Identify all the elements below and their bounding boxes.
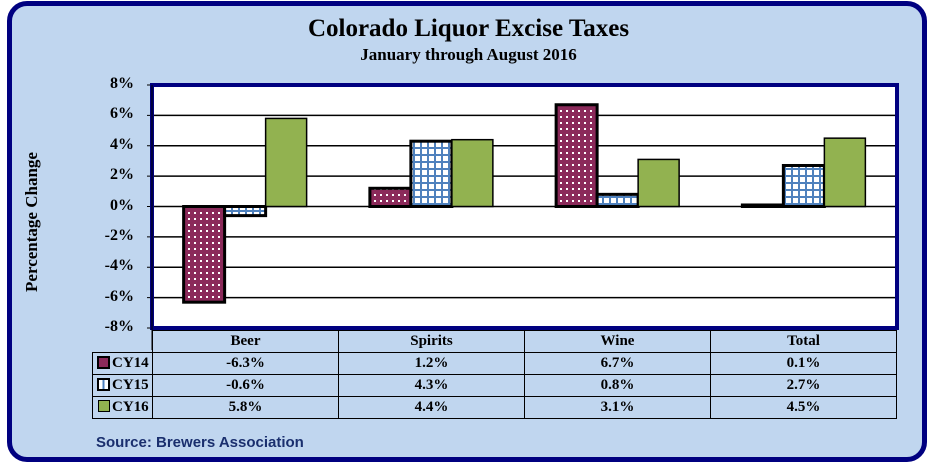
y-tick-label: -4% (104, 257, 134, 275)
legend-cy15: CY15 (92, 374, 153, 397)
table-cell: 4.5% (710, 396, 897, 419)
source-note: Source: Brewers Association (96, 434, 304, 451)
legend-swatch-cy14 (97, 355, 110, 369)
table-row: CY16 5.8% 4.4% 3.1% 4.5% (92, 396, 897, 419)
data-table: Beer Spirits Wine Total CY14 -6.3% 1.2% … (92, 330, 897, 419)
bar-cy16-spirits (451, 138, 494, 208)
bar-cy14-spirits (368, 186, 413, 208)
table-cell: 4.3% (338, 374, 525, 397)
bar-cy15-spirits (409, 139, 454, 209)
legend-cy16: CY16 (92, 396, 153, 419)
bar-cy16-beer (264, 117, 308, 208)
y-tick-label: 0% (110, 196, 134, 214)
legend-swatch-cy15 (97, 377, 110, 391)
legend-swatch-cy16 (98, 400, 110, 413)
table-header-total: Total (710, 330, 897, 353)
table-cell: 6.7% (524, 352, 711, 375)
table-header-row: Beer Spirits Wine Total (92, 330, 897, 353)
y-tick-label: -2% (104, 226, 134, 244)
table-cell: 3.1% (524, 396, 711, 419)
chart-title: Colorado Liquor Excise Taxes (307, 15, 630, 42)
bar-cy14-total (740, 203, 785, 208)
legend-cy14: CY14 (92, 352, 153, 375)
y-tick-label: 8% (110, 75, 134, 92)
table-cell: -6.3% (152, 352, 339, 375)
table-row: CY15 -0.6% 4.3% 0.8% 2.7% (92, 374, 897, 397)
chart-subtitle: January through August 2016 (360, 45, 577, 64)
y-tick-label: -6% (104, 287, 134, 305)
bar-cy15-beer (223, 205, 268, 218)
table-cell: 0.1% (710, 352, 897, 375)
bar-cy15-wine (595, 192, 640, 209)
table-cell: 0.8% (524, 374, 711, 397)
table-header-beer: Beer (152, 330, 339, 353)
bar-cy15-total (781, 163, 826, 208)
table-row: CY14 -6.3% 1.2% 6.7% 0.1% (92, 352, 897, 375)
y-tick-label: 4% (110, 135, 134, 153)
table-header-wine: Wine (524, 330, 711, 353)
y-tick-label: 2% (110, 166, 134, 184)
table-cell: 4.4% (338, 396, 525, 419)
table-cell: 2.7% (710, 374, 897, 397)
bar-cy14-beer (182, 205, 227, 304)
table-cell: 1.2% (338, 352, 525, 375)
y-tick-label: 6% (110, 105, 134, 123)
bar-cy16-wine (637, 158, 680, 208)
table-cell: 5.8% (152, 396, 339, 419)
bar-cy16-total (823, 137, 867, 208)
table-header-spirits: Spirits (338, 330, 525, 353)
bar-cy14-wine (554, 103, 599, 208)
table-cell: -0.6% (152, 374, 339, 397)
